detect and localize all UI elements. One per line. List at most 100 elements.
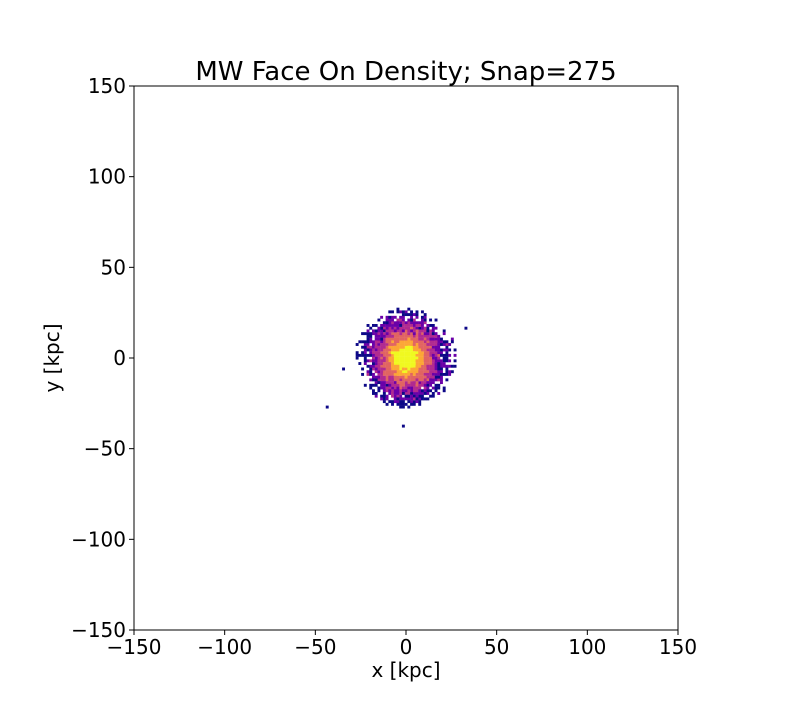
density-cell (380, 356, 384, 360)
density-cell (396, 397, 400, 401)
density-cell (420, 370, 424, 374)
density-cell (412, 392, 416, 395)
density-cell (404, 370, 408, 374)
density-cell (440, 348, 443, 352)
density-cell (412, 353, 416, 357)
density-cell (437, 351, 441, 355)
density-cell (385, 370, 389, 374)
density-cell (431, 364, 435, 368)
density-cell (393, 315, 397, 319)
y-tick-label: 0 (113, 346, 126, 370)
density-cell (426, 332, 430, 336)
density-cell (429, 348, 433, 352)
density-cell (372, 353, 375, 357)
density-cell (391, 353, 394, 357)
density-cell (369, 351, 373, 355)
density-cell (401, 367, 405, 371)
density-cell (393, 337, 397, 341)
density-cell (399, 337, 403, 341)
density-cell (418, 353, 422, 357)
density-cell (377, 356, 381, 360)
density-cell (374, 364, 378, 368)
density-cell (401, 386, 405, 390)
density-cell (420, 383, 424, 387)
density-cell (401, 359, 405, 363)
density-cell (420, 324, 424, 327)
density-cell (369, 326, 373, 330)
density-cell (440, 370, 443, 374)
x-tick-label: 0 (400, 635, 413, 659)
density-cell (391, 356, 394, 360)
density-cell (380, 386, 384, 390)
density-cell (420, 315, 424, 319)
density-cell (410, 397, 413, 401)
density-cell (404, 326, 408, 330)
density-cell (391, 375, 394, 379)
density-cell (380, 332, 384, 336)
density-cell (374, 367, 378, 371)
density-cell (410, 310, 413, 314)
density-cell (423, 356, 427, 360)
density-cell (420, 345, 424, 349)
density-cell (418, 351, 422, 355)
density-cell (399, 381, 403, 385)
density-cell (382, 359, 386, 363)
density-cell (410, 337, 413, 341)
density-cell (401, 318, 405, 322)
density-cell (372, 348, 375, 352)
density-cell (363, 351, 367, 355)
density-cell (391, 345, 394, 349)
density-cell (415, 389, 419, 393)
density-cell (372, 378, 375, 382)
density-cell (415, 334, 419, 338)
density-cell (404, 348, 408, 352)
density-cell (404, 378, 408, 382)
density-cell (385, 351, 389, 355)
density-cell (429, 364, 433, 368)
density-cell (423, 334, 427, 338)
density-cell (410, 321, 413, 325)
density-cell (382, 381, 386, 385)
density-cell (437, 359, 441, 363)
density-cell (393, 343, 397, 346)
density-cell (399, 329, 403, 333)
density-cell (415, 378, 419, 382)
density-cell (426, 364, 430, 368)
density-cell (450, 340, 454, 344)
density-cell (440, 364, 443, 368)
density-cell (410, 378, 413, 382)
density-cell (369, 378, 373, 382)
density-cell (366, 329, 370, 333)
density-cell (399, 315, 403, 319)
y-tick-label: −50 (84, 437, 126, 461)
density-cell (407, 386, 411, 390)
density-cell (420, 397, 424, 401)
density-cell (431, 348, 435, 352)
x-tick-label: −150 (107, 635, 162, 659)
density-cell (429, 332, 433, 336)
density-cell (448, 372, 452, 376)
density-cell (382, 375, 386, 379)
density-cell (374, 324, 378, 327)
density-cell (399, 386, 403, 390)
density-cell (380, 334, 384, 338)
density-cell (380, 372, 384, 376)
density-cell (393, 329, 397, 333)
density-cell (393, 367, 397, 371)
density-cell (404, 383, 408, 387)
density-cell (418, 386, 422, 390)
density-cell (363, 340, 367, 344)
density-cell (385, 397, 389, 401)
density-cell (401, 337, 405, 341)
density-cell (410, 313, 413, 317)
density-cell (423, 332, 427, 336)
density-cell (369, 332, 373, 336)
density-cell (401, 348, 405, 352)
y-tick-label: 150 (88, 74, 126, 98)
density-cell (355, 351, 359, 355)
density-cell (388, 337, 392, 341)
density-cell (325, 405, 329, 409)
density-cell (399, 334, 403, 338)
density-cell (393, 348, 397, 352)
